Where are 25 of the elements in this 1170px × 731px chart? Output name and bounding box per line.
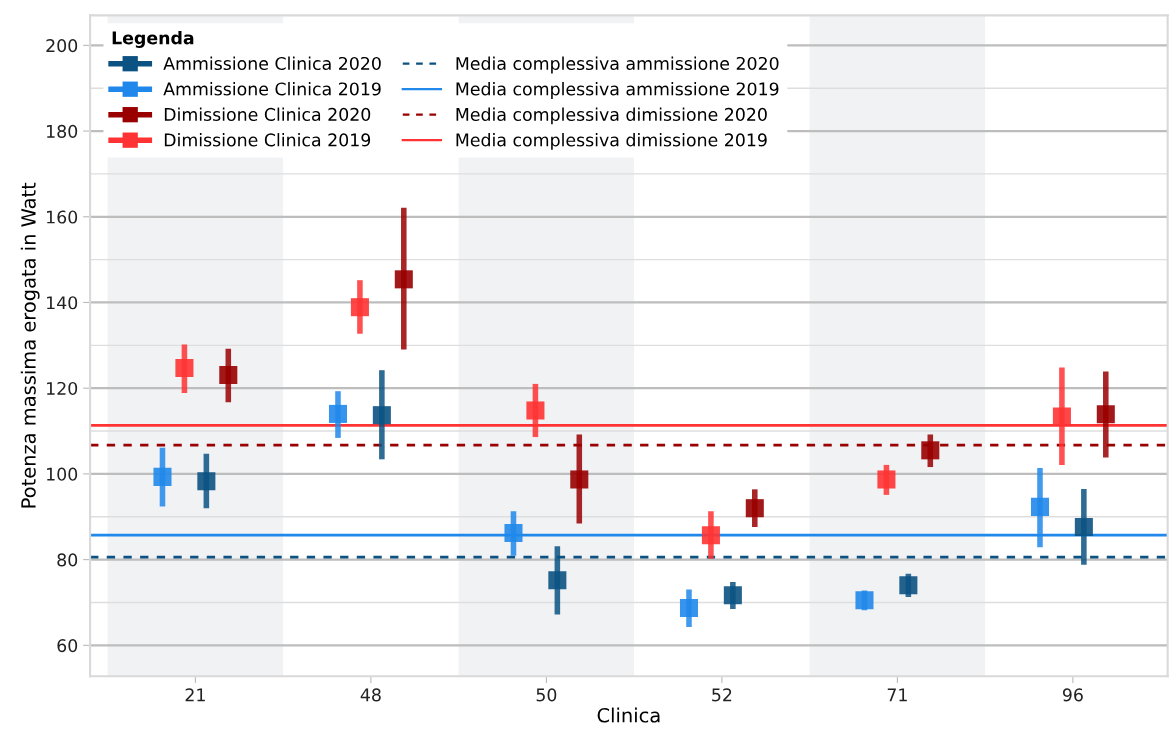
legend-label: Ammissione Clinica 2020 <box>163 56 381 71</box>
legend-label: Media complessiva dimissione 2020 <box>456 107 767 125</box>
y-tick-label: 120 <box>47 381 78 396</box>
y-tick-label: 160 <box>47 210 78 224</box>
y-tick-label: 80 <box>57 553 78 567</box>
x-tick-label: 52 <box>712 688 732 702</box>
x-tick-label: 96 <box>1062 688 1083 702</box>
legend-label: Media complessiva ammissione 2019 <box>456 82 779 99</box>
legend-label: Ammissione Clinica 2019 <box>163 82 381 96</box>
legend-label: Dimissione Clinica 2019 <box>164 133 371 147</box>
y-tick-label: 180 <box>47 124 78 138</box>
y-tick-label: 200 <box>46 39 78 53</box>
x-tick-label: 50 <box>536 688 557 702</box>
y-tick-label: 140 <box>47 296 78 310</box>
x-tick-label: 71 <box>887 688 907 702</box>
legend-label: Dimissione Clinica 2020 <box>164 107 371 121</box>
y-axis-title: Potenza massima erogata in Watt <box>20 182 40 508</box>
y-tick-label: 100 <box>47 467 78 481</box>
legend-label: Media complessiva ammissione 2020 <box>456 56 779 74</box>
legend-title: Legenda <box>112 30 194 48</box>
legend-label: Media complessiva dimissione 2019 <box>456 133 767 150</box>
x-axis-title: Clinica <box>597 707 660 723</box>
y-tick-label: 60 <box>57 639 78 653</box>
x-tick-label: 21 <box>185 688 205 702</box>
x-tick-label: 48 <box>360 688 381 702</box>
